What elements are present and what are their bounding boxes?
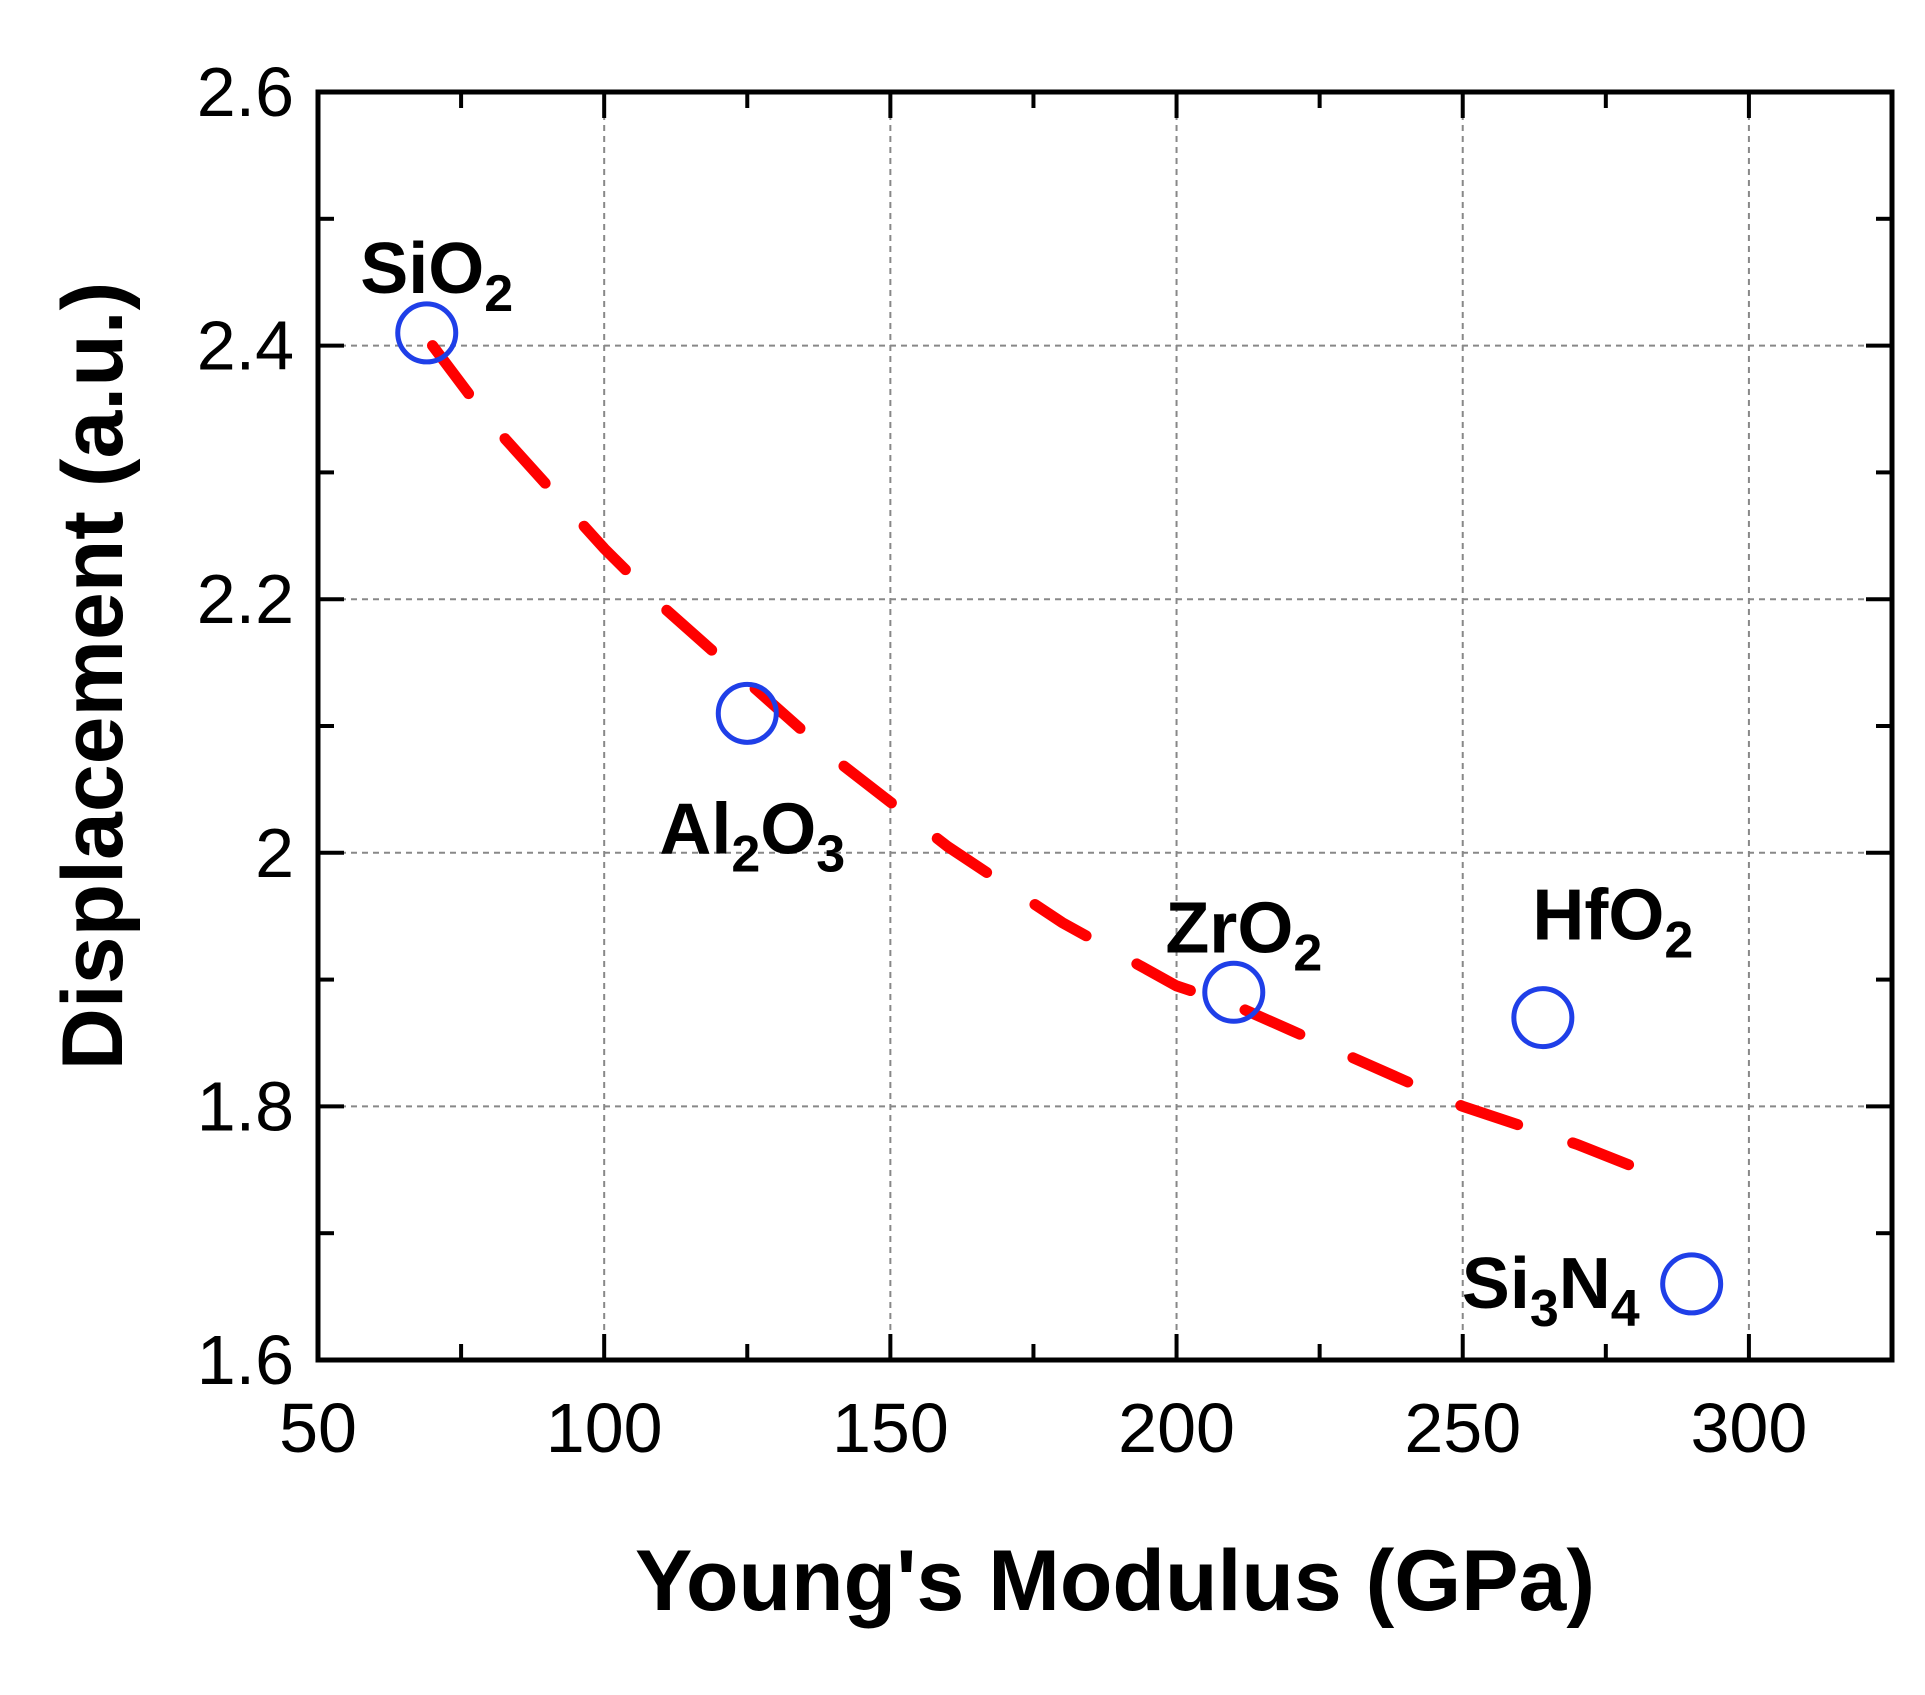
y-tick-label: 2.4 [197, 307, 294, 385]
label-text: Al [659, 789, 731, 869]
point-label-zro2: ZrO2 [1165, 888, 1322, 982]
x-tick-label: 100 [546, 1389, 663, 1467]
data-point-al2o3 [715, 681, 779, 745]
y-tick-label: 2.2 [197, 560, 294, 638]
axis-ticks [316, 90, 1894, 1362]
y-tick-label: 2.6 [197, 53, 294, 131]
point-label-sio2: SiO2 [360, 229, 513, 323]
x-axis-title: Young's Modulus (GPa) [635, 1533, 1595, 1629]
plot-frame [315, 89, 1895, 1363]
y-tick-label: 1.6 [197, 1321, 294, 1399]
label-text: ZrO [1165, 888, 1293, 968]
fit-line-layer [427, 340, 1663, 1182]
x-tick-label: 150 [832, 1389, 949, 1467]
y-tick-labels: 1.6 1.8 2 2.2 2.4 2.6 [197, 53, 294, 1399]
label-text: HfO [1532, 876, 1664, 956]
grid-lines [318, 92, 1892, 1360]
label-text: O [760, 789, 816, 869]
y-axis-title: Displacement (a.u.) [45, 282, 141, 1071]
label-text: Si [1462, 1244, 1530, 1324]
label-subscript: 2 [1664, 912, 1693, 970]
point-label-al2o3: Al2O3 [659, 789, 845, 883]
y-tick-label: 1.8 [197, 1067, 294, 1145]
trend-fit-line [427, 340, 1663, 1182]
point-label-si3n4: Si3N4 [1462, 1244, 1640, 1338]
data-point-sio2 [395, 301, 459, 365]
data-point-hfo2 [1511, 986, 1575, 1050]
data-points-layer [395, 301, 1724, 1316]
x-tick-label: 200 [1118, 1389, 1235, 1467]
x-tick-label: 250 [1404, 1389, 1521, 1467]
label-subscript: 2 [1293, 924, 1322, 982]
data-point-zro2 [1202, 960, 1266, 1024]
data-point-si3n4 [1660, 1252, 1724, 1316]
label-subscript: 3 [1530, 1280, 1559, 1338]
label-subscript: 3 [816, 825, 845, 883]
x-tick-labels: 50 100 150 200 250 300 [279, 1389, 1807, 1467]
label-text: SiO [360, 229, 484, 309]
label-text: N [1559, 1244, 1611, 1324]
x-tick-label: 50 [279, 1389, 357, 1467]
label-subscript: 2 [484, 265, 513, 323]
label-subscript: 4 [1611, 1280, 1640, 1338]
x-tick-label: 300 [1691, 1389, 1808, 1467]
point-label-hfo2: HfO2 [1532, 876, 1693, 970]
label-subscript: 2 [731, 825, 760, 883]
y-tick-label: 2 [255, 814, 294, 892]
